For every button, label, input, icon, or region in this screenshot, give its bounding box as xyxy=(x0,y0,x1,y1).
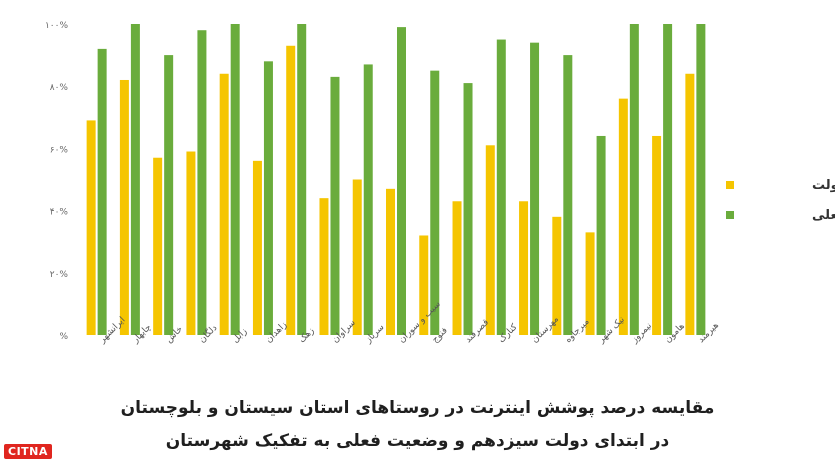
bar-start xyxy=(585,232,595,335)
legend-swatch xyxy=(726,181,734,189)
legend-label: وضعیت فعلی xyxy=(812,208,835,223)
bar-start xyxy=(252,160,262,335)
bar-current xyxy=(330,76,340,336)
bar-start xyxy=(552,216,562,335)
legend: ابتدای دولت وضعیت فعلی xyxy=(726,178,835,223)
bar-current xyxy=(130,24,140,335)
bar-start xyxy=(519,201,529,335)
bar-start xyxy=(419,235,429,335)
y-tick-label: ۲۰% xyxy=(50,270,69,280)
bar-start xyxy=(386,188,395,335)
bar-start xyxy=(485,145,495,335)
bar-start xyxy=(86,120,96,335)
bar-current xyxy=(596,135,606,335)
bar-start xyxy=(685,73,695,335)
y-tick-label: % xyxy=(59,332,68,342)
bar-current xyxy=(97,48,107,335)
bar-start xyxy=(452,201,462,335)
bar-current xyxy=(496,39,506,336)
chart-caption-line-1: مقایسه درصد پوشش اینترنت در روستاهای است… xyxy=(120,398,715,418)
bar-current xyxy=(696,24,706,335)
bar-current xyxy=(463,83,473,335)
bar-current xyxy=(197,30,207,335)
bar-current xyxy=(263,61,273,335)
bar-start xyxy=(352,179,362,335)
y-tick-label: ۱۰۰% xyxy=(45,21,69,31)
bar-current xyxy=(430,70,440,336)
legend-label: ابتدای دولت xyxy=(812,178,835,193)
bar-start xyxy=(618,98,628,335)
bar-chart: %۲۰%۴۰%۶۰%۸۰%۱۰۰% ایرانشهر چابهار خاش دلگان… xyxy=(45,21,835,346)
bar-current xyxy=(164,55,174,335)
bar-current xyxy=(363,64,373,336)
y-tick-label: ۸۰% xyxy=(50,83,69,93)
bar-start xyxy=(186,151,196,335)
bar-current xyxy=(663,24,673,335)
y-tick-label: ۴۰% xyxy=(50,208,69,218)
bar-start xyxy=(652,135,662,335)
bar-current xyxy=(629,24,639,335)
bar-start xyxy=(119,79,129,335)
bar-current xyxy=(230,24,240,335)
chart-caption-line-2: در ابتدای دولت سیزدهم و وضعیت فعلی به تف… xyxy=(165,431,670,451)
bar-current xyxy=(397,27,406,336)
bar-current xyxy=(563,55,573,335)
bars xyxy=(86,24,706,336)
citna-logo: CITNA xyxy=(4,444,52,459)
bar-current xyxy=(530,42,540,335)
bar-start xyxy=(286,45,296,336)
bar-start xyxy=(153,157,163,335)
y-axis: % ۲۰% ۴۰% ۶۰% ۸۰% ۱۰۰% xyxy=(45,21,69,342)
bar-start xyxy=(219,73,229,335)
bar-current xyxy=(297,24,307,335)
legend-swatch xyxy=(726,211,734,219)
y-tick-label: ۶۰% xyxy=(50,145,69,155)
bar-start xyxy=(319,198,329,335)
